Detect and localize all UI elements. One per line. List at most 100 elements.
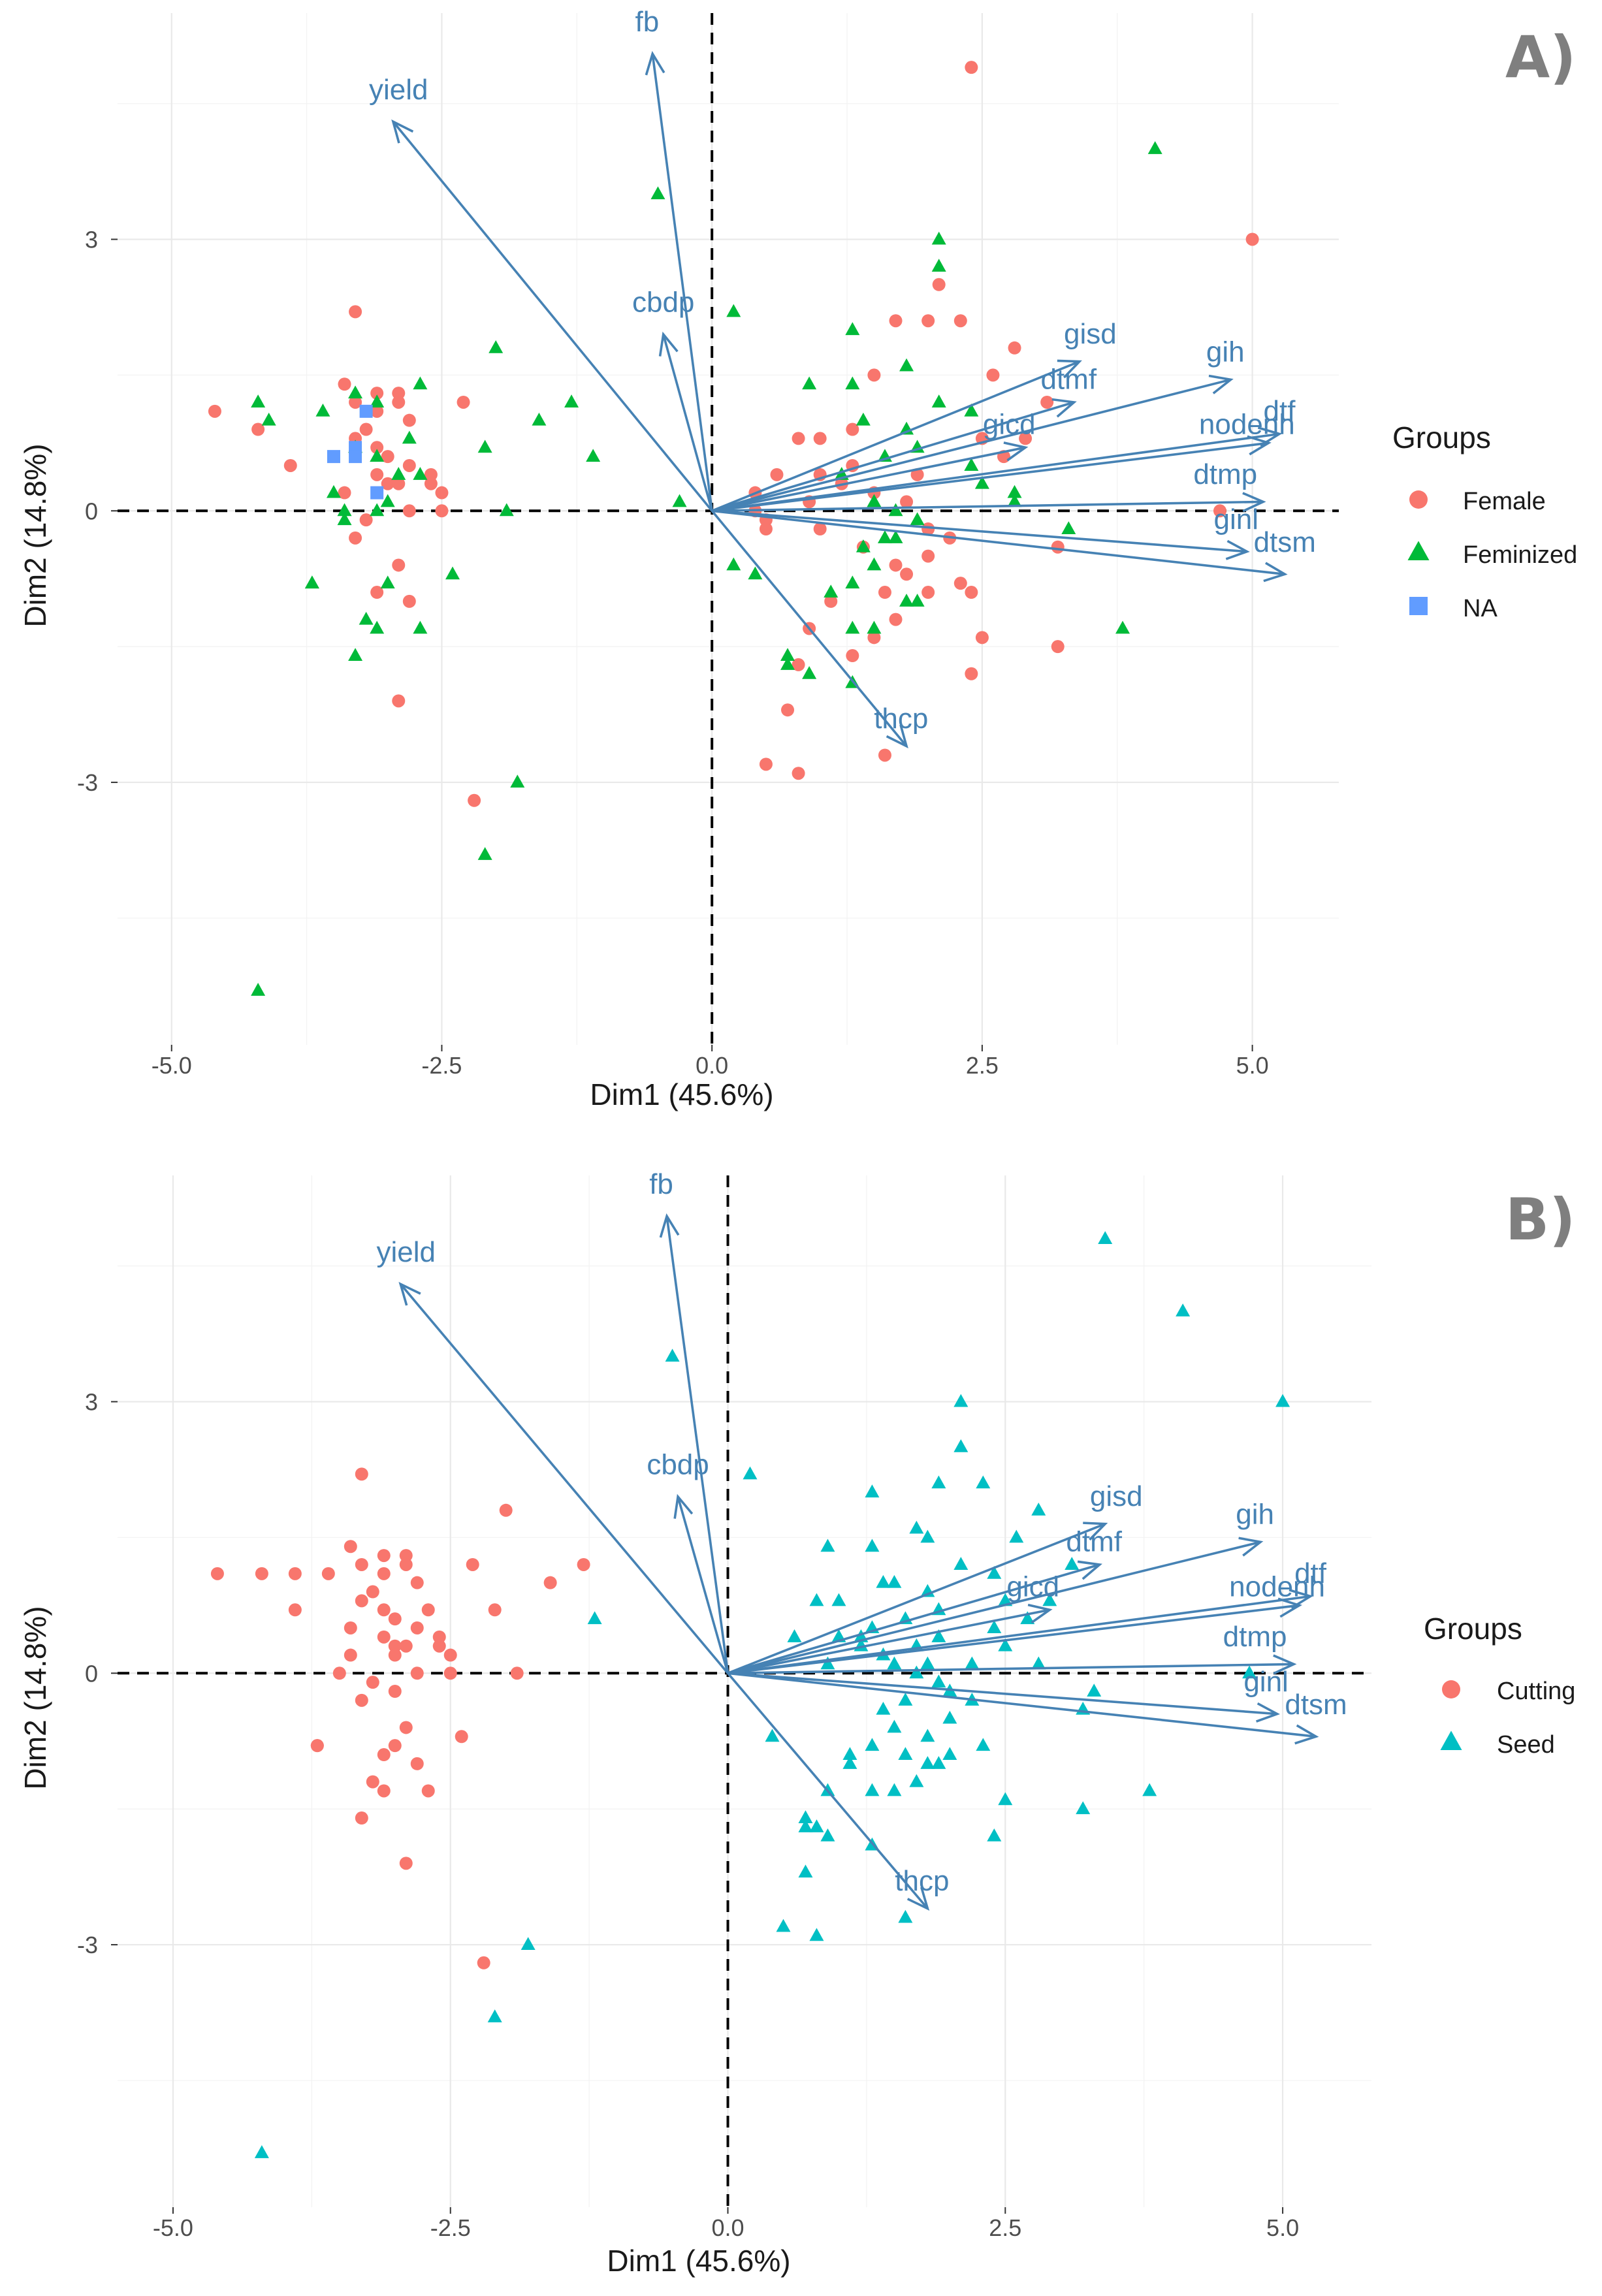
variable-arrowhead-dtmp (1242, 492, 1266, 513)
data-point (421, 1603, 435, 1617)
panel-a: -5.0 -2.5 0.0 2.5 5.0 -3 0 3 fb yield cbdp gisd dtmf… (18, 6, 1577, 1111)
data-point (402, 413, 416, 427)
data-point (435, 486, 449, 500)
data-point (344, 1648, 357, 1662)
data-point (283, 458, 297, 472)
variable-arrow-dtsm (728, 1672, 1317, 1738)
data-point (392, 395, 406, 409)
data-point (898, 1693, 913, 1706)
variable-arrowhead-gih (1208, 374, 1234, 394)
panel-b-label: B) (1505, 1186, 1575, 1253)
data-point (888, 530, 903, 543)
variable-arrowhead-dtmp (1273, 1654, 1297, 1675)
data-point (349, 450, 362, 464)
panel-b-legend-title: Groups (1424, 1612, 1522, 1646)
data-point (726, 557, 741, 571)
data-point (477, 847, 492, 860)
data-point (410, 1621, 424, 1634)
data-point (370, 468, 384, 481)
data-point (770, 468, 784, 481)
x-tick-label: -2.5 (430, 2214, 471, 2241)
data-point (792, 658, 805, 671)
y-tick-label: 0 (85, 1660, 98, 1687)
data-point (650, 186, 665, 200)
data-point (932, 278, 946, 291)
data-point (975, 631, 989, 645)
data-point (410, 1576, 424, 1589)
variable-arrow-cbdp (662, 334, 713, 511)
variable-arrow-fb (651, 54, 713, 511)
data-point (876, 1701, 891, 1715)
data-point (577, 1557, 590, 1571)
data-point (410, 1757, 424, 1770)
data-point (931, 1475, 946, 1489)
data-point (388, 1739, 402, 1753)
variable-arrowhead-fb (659, 1213, 680, 1238)
data-point (421, 1784, 435, 1798)
variable-arrowhead-dtsm (1263, 562, 1288, 582)
data-point (564, 394, 579, 407)
data-point (355, 1594, 368, 1608)
data-point (842, 1756, 857, 1769)
data-point (909, 1665, 924, 1679)
data-point (392, 387, 406, 400)
data-point (865, 1484, 880, 1498)
data-point (953, 1394, 969, 1407)
data-point (743, 1466, 758, 1480)
variable-label-yield: yield (377, 1236, 436, 1268)
data-point (776, 1919, 791, 1932)
data-point (953, 1439, 969, 1452)
data-point (889, 314, 903, 328)
data-point (865, 1783, 880, 1796)
data-point (976, 1738, 991, 1751)
data-point (477, 439, 492, 453)
data-point (876, 1574, 891, 1588)
data-point (1020, 1611, 1035, 1625)
series-female (208, 61, 1259, 807)
data-point (477, 1956, 490, 1969)
data-point (920, 1656, 935, 1670)
variable-arrow-thcp (727, 1672, 929, 1909)
data-point (443, 1666, 457, 1680)
data-point (987, 1828, 1002, 1842)
panel-a-y-axis-title: Dim2 (14.8%) (18, 443, 52, 627)
variable-label-fb: fb (635, 6, 660, 38)
data-point (443, 1648, 457, 1662)
variable-arrowhead-nodenh (1247, 435, 1272, 456)
data-point (748, 566, 763, 580)
data-point (965, 586, 978, 599)
data-point (424, 477, 438, 490)
variable-label-thcp: thcp (874, 703, 928, 735)
data-point (1061, 521, 1076, 534)
panel-a-plot-area: -5.0 -2.5 0.0 2.5 5.0 -3 0 3 fb yield cbdp gisd dtmf… (77, 6, 1339, 1079)
variable-arrowhead-dtmf (1077, 1560, 1102, 1580)
data-point (809, 1819, 824, 1832)
data-point (338, 377, 351, 391)
data-point (455, 1730, 468, 1744)
data-point (413, 620, 428, 634)
data-point (665, 1348, 680, 1362)
variable-arrow-gih (728, 1540, 1261, 1675)
data-point (399, 1857, 413, 1870)
y-tick-label: -3 (77, 1932, 98, 1958)
data-point (392, 558, 406, 572)
panel-b: -5.0 -2.5 0.0 2.5 5.0 -3 0 3 fb yield cbdp gisd dtmf… (18, 1168, 1575, 2278)
data-point (489, 340, 504, 353)
data-point (813, 522, 827, 535)
data-point (1115, 620, 1130, 634)
variable-arrowhead-yield (398, 1281, 421, 1306)
data-point (976, 1475, 991, 1489)
panel-a-legend-label-na: NA (1463, 595, 1498, 622)
data-point (965, 1656, 980, 1670)
data-point (432, 1630, 446, 1644)
data-point (809, 1593, 824, 1606)
data-point (867, 631, 881, 645)
variable-arrow-gicd (728, 1608, 1050, 1675)
data-point (366, 1585, 379, 1599)
data-point (998, 1792, 1013, 1806)
data-point (349, 395, 362, 409)
data-point (878, 748, 891, 762)
data-point (337, 503, 352, 517)
